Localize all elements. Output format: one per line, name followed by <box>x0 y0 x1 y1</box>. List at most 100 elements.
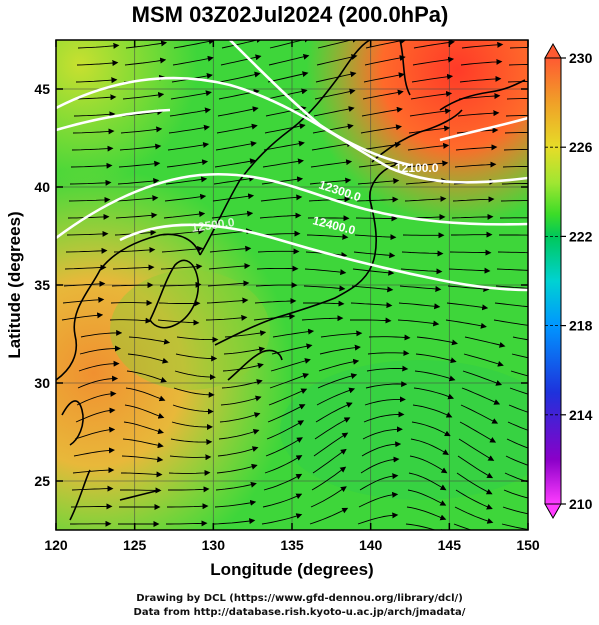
streamline <box>411 73 454 83</box>
streamline <box>319 344 361 355</box>
streamline <box>408 125 451 134</box>
streamline <box>120 126 163 134</box>
streamline <box>163 211 206 219</box>
streamline <box>268 388 308 406</box>
streamline <box>455 144 498 151</box>
streamline <box>223 346 266 355</box>
streamline <box>217 446 259 457</box>
streamline <box>415 353 457 364</box>
streamline <box>258 230 301 237</box>
streamline <box>264 123 306 134</box>
streamline <box>410 90 453 100</box>
streamline <box>360 456 400 474</box>
streamline <box>74 94 117 101</box>
streamline <box>70 162 113 169</box>
streamline <box>70 503 113 510</box>
streamline <box>169 107 211 117</box>
streamline <box>214 158 256 168</box>
streamline <box>217 106 259 117</box>
streamline <box>172 404 214 415</box>
streamline <box>72 128 115 135</box>
coastlines <box>56 40 526 521</box>
streamline <box>462 370 503 386</box>
streamline <box>262 493 303 508</box>
streamline <box>495 285 528 289</box>
streamline <box>361 441 402 457</box>
streamline <box>456 472 493 495</box>
y-tick-label: 25 <box>34 473 50 489</box>
streamline <box>318 358 360 372</box>
streamline <box>164 193 207 202</box>
streamline <box>454 506 494 524</box>
streamline <box>270 358 311 372</box>
y-tick-label: 35 <box>34 277 50 293</box>
x-tick-label: 135 <box>280 537 304 553</box>
streamline <box>303 300 345 307</box>
contour-label-12100: 12100.0 <box>395 161 439 175</box>
streamline <box>453 523 473 530</box>
streamline <box>404 195 447 202</box>
streamline <box>313 106 355 117</box>
streamline <box>501 523 528 530</box>
streamline <box>311 466 347 491</box>
colorbar-scale <box>544 57 562 505</box>
streamline <box>215 140 257 151</box>
streamline <box>260 194 303 202</box>
streamline <box>265 437 303 457</box>
streamline <box>365 381 408 389</box>
streamline <box>406 160 449 168</box>
contour-labels: 12100.0 12300.0 12400.0 12500.0 <box>190 161 438 237</box>
streamline <box>78 360 120 372</box>
y-tick-label: 30 <box>34 375 50 391</box>
colorbar: 230 226 222 218 214 210 <box>544 42 593 520</box>
streamline <box>261 176 304 185</box>
streamline <box>350 317 392 324</box>
x-tick-label: 150 <box>516 537 540 553</box>
streamline <box>206 297 249 304</box>
streamline <box>79 345 121 355</box>
streamline <box>254 298 297 305</box>
streamline <box>410 438 449 456</box>
streamline <box>120 487 162 494</box>
streamline <box>461 41 504 49</box>
streamline <box>461 387 501 405</box>
streamline <box>213 518 256 525</box>
streamline <box>256 265 299 272</box>
streamline <box>124 57 167 66</box>
streamline <box>109 317 152 324</box>
streamline <box>222 362 264 372</box>
streamline <box>63 280 106 287</box>
streamline <box>112 264 155 271</box>
streamline <box>501 183 528 185</box>
streamline <box>509 47 528 49</box>
x-tick-label: 130 <box>202 537 226 553</box>
streamline <box>458 438 495 461</box>
streamline <box>169 454 212 461</box>
streamline <box>408 472 447 491</box>
streamline <box>267 404 306 423</box>
streamline <box>310 159 353 168</box>
streamline <box>457 110 500 117</box>
streamline <box>128 336 171 345</box>
x-tick-label: 140 <box>359 537 383 553</box>
contour-label-12500: 12500.0 <box>190 215 235 235</box>
streamline <box>62 296 105 304</box>
streamline <box>125 387 166 402</box>
streamline <box>121 455 164 463</box>
streamline <box>304 268 347 276</box>
streamline <box>315 402 353 423</box>
streamline <box>314 88 356 100</box>
streamline <box>259 212 302 219</box>
streamline <box>76 60 119 67</box>
streamline <box>77 375 119 389</box>
streamline <box>269 40 311 49</box>
streamline <box>397 319 440 327</box>
streamline <box>452 196 495 203</box>
streamline <box>118 160 161 168</box>
streamline <box>496 268 528 271</box>
streamline <box>398 302 441 310</box>
streamline <box>271 343 313 355</box>
streamline <box>165 176 208 185</box>
streamline <box>358 159 401 168</box>
streamline <box>351 285 394 293</box>
